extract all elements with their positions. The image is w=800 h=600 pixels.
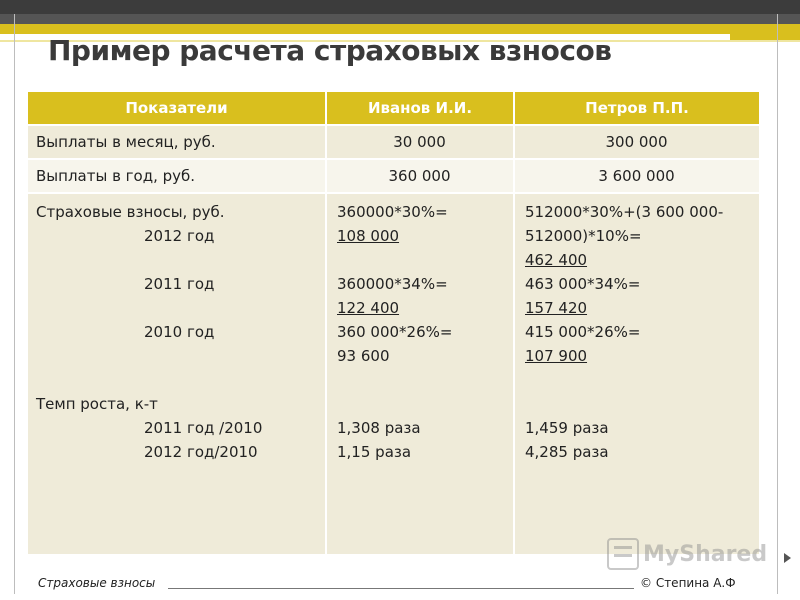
footer-divider [168, 588, 634, 589]
row-yearly-ivanov: 360 000 [326, 159, 515, 194]
page-title: Пример расчета страховых взносов [48, 34, 612, 67]
footer-author: © Степина А.Ф [640, 576, 736, 590]
row-yearly-label: Выплаты в год, руб. [28, 159, 327, 194]
label-2010: 2010 год [144, 323, 215, 341]
petrov-value-2011: 157 420 [525, 299, 588, 317]
watermark-logo-icon [607, 538, 639, 570]
label-growth-2012: 2012 год/2010 [144, 443, 258, 461]
contributions-table: Показатели Иванов И.И. Петров П.П. Выпла… [28, 92, 761, 556]
label-growth: Темп роста, к-т [36, 395, 158, 413]
petrov-formula-2012-line1: 512000*30%+(3 600 000- [525, 203, 724, 221]
table-header-row: Показатели Иванов И.И. Петров П.П. [28, 92, 761, 126]
ivanov-formula-2012: 360000*30%= [337, 203, 448, 221]
label-contributions: Страховые взносы, руб. [36, 203, 225, 221]
petrov-value-2012: 462 400 [525, 251, 588, 269]
top-band-yellow-tab [730, 34, 800, 40]
row-yearly-petrov: 3 600 000 [514, 159, 761, 194]
row-monthly-label: Выплаты в месяц, руб. [28, 125, 327, 160]
watermark-text: MyShared [643, 541, 768, 567]
ivanov-formula-2010: 360 000*26%= [337, 323, 453, 341]
header-petrov: Петров П.П. [514, 92, 761, 126]
top-band-yellow [0, 24, 800, 34]
ivanov-value-2011: 122 400 [337, 299, 400, 317]
top-band-line [0, 40, 800, 42]
row-monthly-petrov: 300 000 [514, 125, 761, 160]
ivanov-value-2012: 108 000 [337, 227, 400, 245]
header-ivanov: Иванов И.И. [326, 92, 515, 126]
row-monthly-ivanov: 30 000 [326, 125, 515, 160]
footer-title: Страховые взносы [38, 576, 156, 590]
watermark: MyShared [607, 538, 767, 570]
details-label-cell: Страховые взносы, руб. 2012 год 2011 год… [28, 193, 327, 556]
petrov-formula-2011: 463 000*34%= [525, 275, 641, 293]
top-band-gray [0, 14, 800, 24]
table-row: Выплаты в месяц, руб. 30 000 300 000 [28, 125, 761, 160]
petrov-formula-2010: 415 000*26%= [525, 323, 641, 341]
label-2011: 2011 год [144, 275, 215, 293]
slide-frame [14, 14, 778, 594]
petrov-growth-2011: 1,459 раза [525, 419, 609, 437]
petrov-growth-2012: 4,285 раза [525, 443, 609, 461]
details-ivanov-cell: 360000*30%= 108 000 360000*34%= 122 400 … [326, 193, 515, 556]
details-petrov-cell: 512000*30%+(3 600 000- 512000)*10%= 462 … [514, 193, 761, 556]
label-2012: 2012 год [144, 227, 215, 245]
table-row-details: Страховые взносы, руб. 2012 год 2011 год… [28, 193, 761, 556]
table-row: Выплаты в год, руб. 360 000 3 600 000 [28, 159, 761, 194]
label-growth-2011: 2011 год /2010 [144, 419, 263, 437]
petrov-formula-2012-line2: 512000)*10%= [525, 227, 642, 245]
ivanov-formula-2011: 360000*34%= [337, 275, 448, 293]
triangle-marker-icon [784, 553, 791, 563]
ivanov-growth-2012: 1,15 раза [337, 443, 412, 461]
ivanov-value-2010: 93 600 [337, 347, 390, 365]
ivanov-growth-2011: 1,308 раза [337, 419, 421, 437]
petrov-value-2010: 107 900 [525, 347, 588, 365]
top-band-dark [0, 0, 800, 14]
header-indicators: Показатели [28, 92, 327, 126]
